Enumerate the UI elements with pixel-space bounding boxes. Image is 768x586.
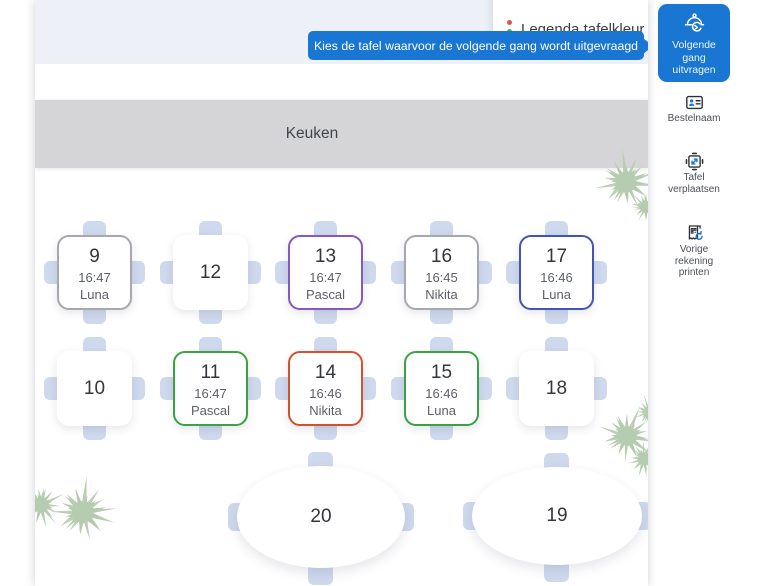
tooltip-text: Kies de tafel waarvoor de volgende gang …: [313, 38, 639, 53]
table-number: 11: [200, 362, 221, 383]
table-13[interactable]: 13 16:47 Pascal: [288, 235, 363, 310]
table-number: 19: [546, 505, 568, 526]
table-20[interactable]: 20: [237, 466, 405, 568]
table-guest-name: Pascal: [190, 403, 231, 418]
plant-decoration: [617, 432, 648, 486]
table-time: 16:46: [309, 386, 342, 401]
table-time: 16:47: [78, 270, 111, 285]
table-11[interactable]: 11 16:47 Pascal: [173, 351, 248, 426]
table-time: 16:46: [540, 270, 573, 285]
table-time: 16:46: [425, 386, 458, 401]
print-previous-receipt-label-line: rekening: [674, 255, 714, 267]
plant-decoration: [35, 464, 131, 560]
next-course-label-line: Volgende: [672, 39, 716, 51]
choose-table-tooltip: Kies de tafel waarvoor de volgende gang …: [308, 31, 648, 60]
table-15[interactable]: 15 16:46 Luna: [404, 351, 479, 426]
plant-decoration: [619, 180, 648, 233]
table-number: 13: [314, 246, 337, 267]
move-table-label-line: verplaatsen: [668, 183, 720, 195]
table-19[interactable]: 19: [472, 467, 642, 565]
print-previous-receipt-label-line: Vorige: [679, 244, 709, 255]
next-course-button[interactable]: Volgende gang uitvragen: [658, 4, 730, 82]
table-number: 12: [199, 261, 222, 283]
plant-decoration: [631, 394, 648, 430]
move-table-label-line: Tafel: [683, 172, 705, 183]
table-number: 20: [310, 506, 332, 527]
chair: [308, 563, 333, 585]
print-previous-receipt-label-line: printen: [678, 267, 710, 278]
table-guest-name: Luna: [427, 403, 456, 418]
order-name-label: Bestelnaam: [667, 113, 721, 124]
table-time: 16:47: [194, 386, 227, 401]
move-table-icon: [684, 151, 705, 172]
table-14[interactable]: 14 16:46 Nikita: [288, 351, 363, 426]
kitchen-banner: Keuken: [35, 100, 648, 168]
table-number: 18: [545, 377, 568, 399]
print-previous-receipt-icon: [684, 223, 705, 244]
action-sidebar: Volgende gang uitvragen Bestelnaam Tafel…: [656, 0, 768, 586]
table-guest-name: Luna: [80, 287, 109, 302]
table-guest-name: Nikita: [309, 403, 342, 418]
table-12[interactable]: 12: [173, 235, 248, 310]
table-9[interactable]: 9 16:47 Luna: [57, 235, 132, 310]
table-number: 10: [83, 377, 106, 399]
next-course-label-line: uitvragen: [672, 64, 716, 76]
kitchen-banner-label: Keuken: [285, 125, 339, 142]
table-number: 17: [545, 246, 568, 267]
table-number: 14: [314, 362, 337, 383]
chair: [544, 560, 569, 582]
print-previous-receipt-button[interactable]: Vorige rekening printen: [658, 223, 730, 279]
next-course-label-line: gang: [682, 51, 706, 64]
move-table-button[interactable]: Tafel verplaatsen: [658, 151, 730, 195]
table-time: 16:45: [425, 270, 458, 285]
table-17[interactable]: 17 16:46 Luna: [519, 235, 594, 310]
table-number: 9: [89, 246, 100, 267]
order-name-icon: [684, 92, 705, 113]
table-number: 15: [430, 362, 453, 383]
table-10[interactable]: 10: [57, 351, 132, 426]
table-guest-name: Luna: [542, 287, 571, 302]
plant-decoration: [35, 475, 71, 535]
table-16[interactable]: 16 16:45 Nikita: [404, 235, 479, 310]
order-name-button[interactable]: Bestelnaam: [658, 92, 730, 125]
table-time: 16:47: [309, 270, 342, 285]
table-guest-name: Nikita: [425, 287, 458, 302]
table-18[interactable]: 18: [519, 351, 594, 426]
table-number: 16: [430, 246, 453, 267]
floor-plan-canvas: Keuken 9 16:47 Luna 12 13 16:47 Pascal 16 16:45 N…: [35, 0, 648, 586]
table-guest-name: Pascal: [305, 287, 346, 302]
next-course-cloche-icon: [682, 11, 707, 36]
